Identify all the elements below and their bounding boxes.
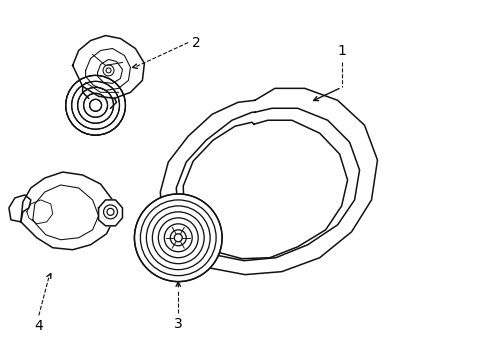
Circle shape <box>134 194 222 282</box>
Text: 4: 4 <box>34 319 43 333</box>
Polygon shape <box>9 195 31 222</box>
Text: 1: 1 <box>337 45 346 58</box>
Polygon shape <box>98 200 122 226</box>
Text: 2: 2 <box>192 36 201 50</box>
Polygon shape <box>73 36 145 98</box>
Circle shape <box>66 75 125 135</box>
Text: 3: 3 <box>174 318 183 332</box>
Polygon shape <box>21 172 115 250</box>
